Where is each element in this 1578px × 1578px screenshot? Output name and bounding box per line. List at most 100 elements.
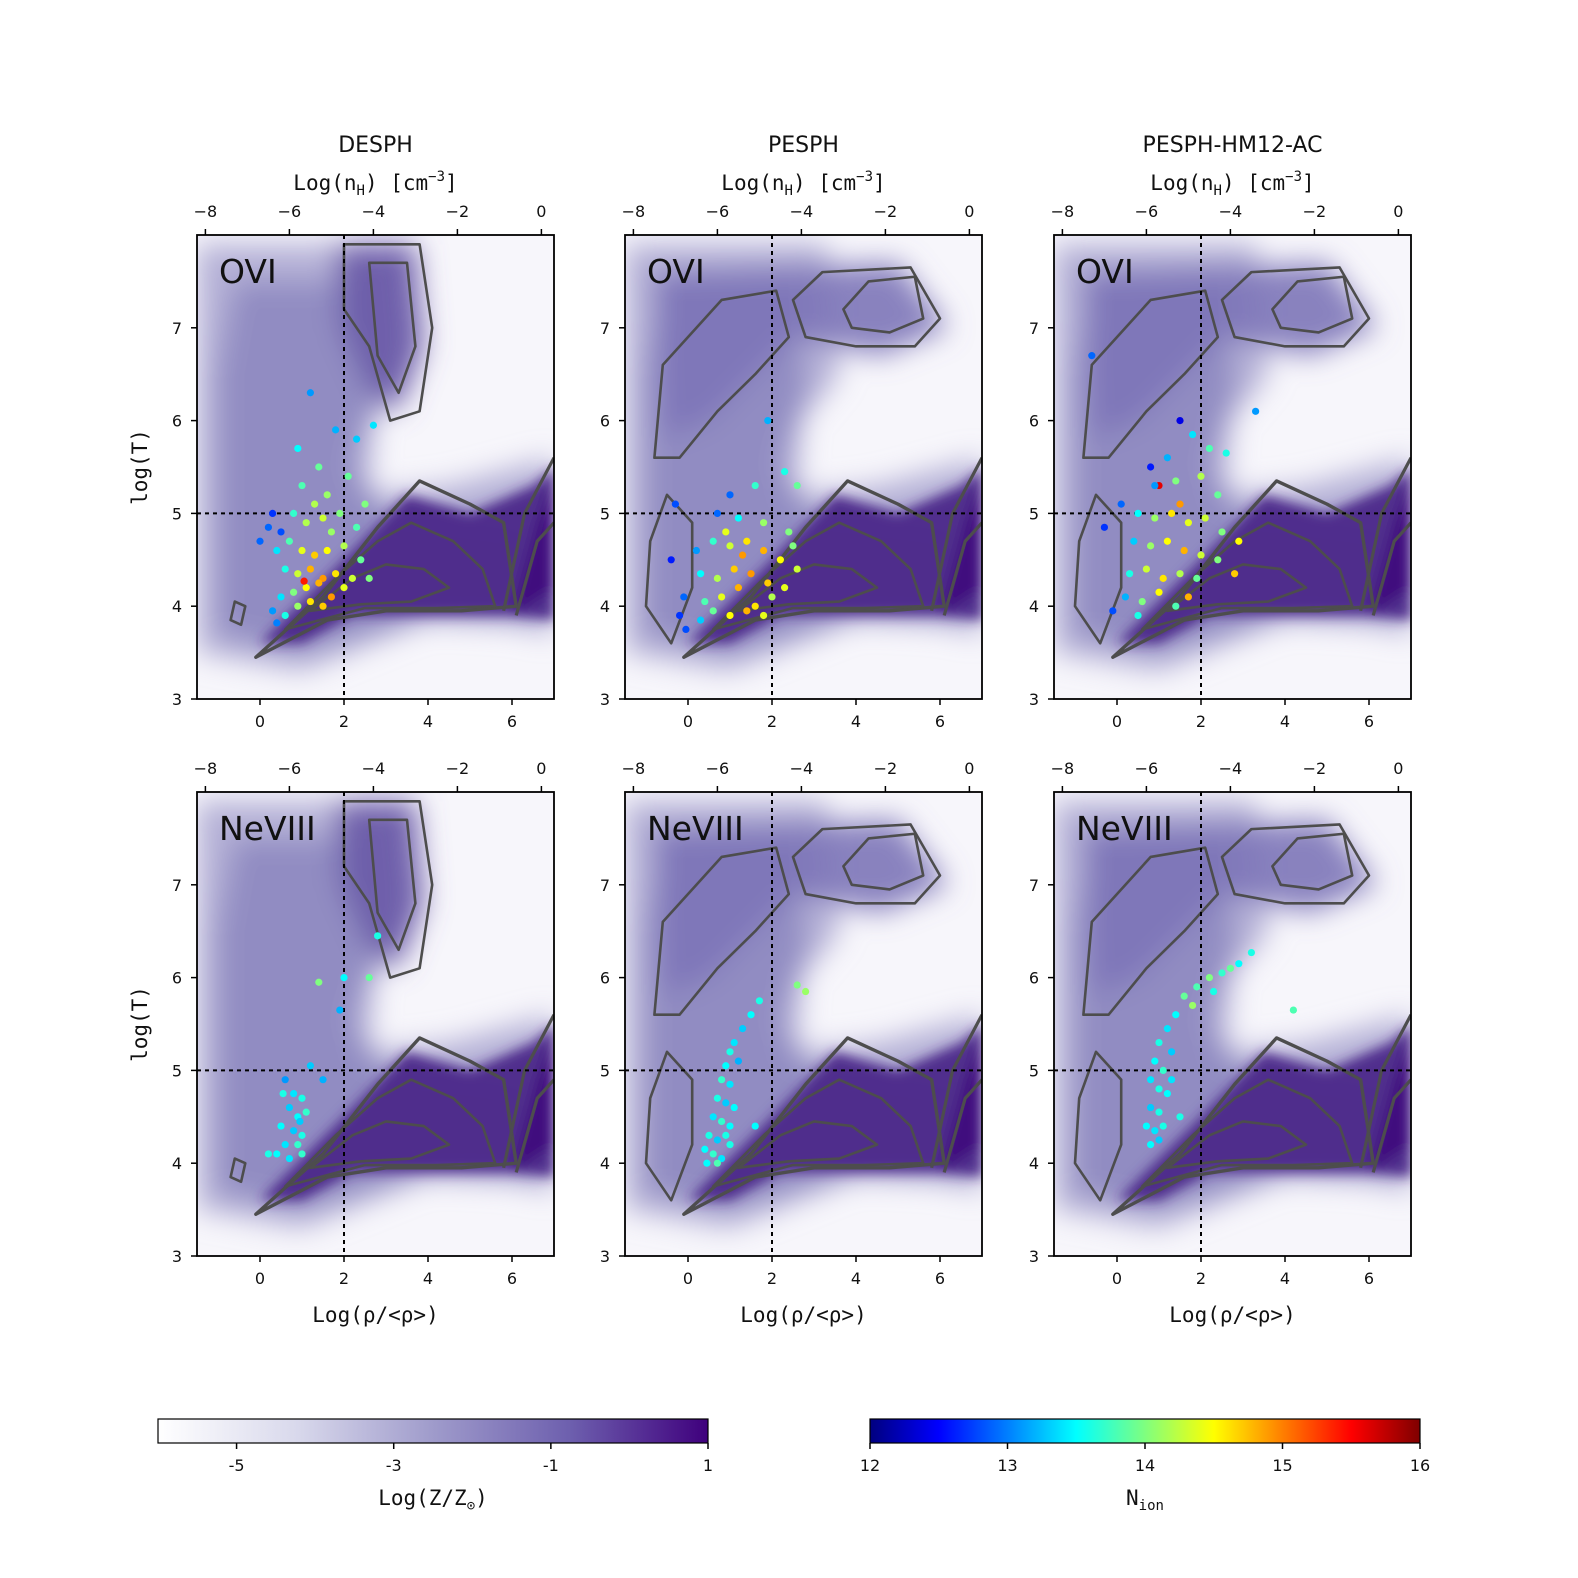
data-point (1247, 948, 1255, 957)
data-point (1151, 1127, 1159, 1135)
data-point (298, 1131, 306, 1139)
y-tick-label: 5 (1029, 504, 1039, 523)
x-tick-label: 6 (935, 712, 945, 731)
data-point (1155, 1108, 1163, 1116)
data-point (323, 546, 331, 555)
data-point (319, 1076, 327, 1084)
ion-label: OVI (647, 252, 705, 291)
top-x-tick-label: 0 (1393, 759, 1403, 778)
data-point (340, 584, 348, 592)
data-point (281, 1141, 289, 1149)
colorbar-gradient (869, 1418, 1421, 1444)
contour-cold-lobe (229, 600, 247, 627)
contour-cold-lobe (1073, 493, 1123, 645)
data-point (718, 1117, 726, 1126)
contour-cold-lobe (644, 493, 694, 645)
y-tick-label: 5 (172, 504, 182, 523)
contour-hot-inner (842, 275, 925, 334)
contour-hot-wide-right (1220, 823, 1371, 905)
x-tick-label: 4 (423, 1269, 433, 1288)
contour-hot-inner (842, 832, 925, 891)
data-point (302, 1108, 310, 1116)
metallicity-dense-region (1369, 1033, 1411, 1173)
panel-body (625, 235, 982, 699)
top-axis-label-main: Log(n (1150, 171, 1213, 195)
data-point (1226, 964, 1234, 972)
data-point (739, 1025, 747, 1033)
contour-dense-branch (930, 1013, 982, 1173)
contour-dense-branch (502, 456, 554, 616)
data-point (743, 537, 751, 545)
contour-cold-lobe (1073, 1050, 1123, 1202)
y-tick-label: 3 (172, 1247, 182, 1266)
data-point (344, 472, 352, 480)
contour-dense-branch (930, 456, 982, 616)
data-point (264, 1150, 272, 1158)
data-point (1189, 1001, 1197, 1010)
data-point (722, 1131, 730, 1139)
scatter-points (1142, 948, 1297, 1149)
top-x-tick-label: −2 (1303, 759, 1327, 778)
data-point (302, 584, 310, 592)
top-axis-label-sub: H (785, 183, 793, 199)
data-point (709, 1150, 717, 1158)
top-axis-label-rest: ) [cm (1222, 171, 1285, 195)
data-point (747, 570, 755, 578)
colorbar-tick-label: 1 (703, 1456, 713, 1475)
data-point (340, 974, 348, 982)
data-point (1235, 537, 1243, 545)
contour-hot-compact (342, 799, 434, 979)
data-point (1205, 974, 1213, 982)
data-point (273, 1150, 281, 1158)
data-point (730, 1103, 738, 1112)
y-tick-label: 4 (600, 1154, 610, 1173)
y-tick-label: 4 (172, 1154, 182, 1173)
data-point (1117, 500, 1125, 508)
colorbar-tick-label: 15 (1272, 1456, 1292, 1475)
metallicity-dense-region (940, 1033, 982, 1173)
contour-outer (254, 479, 518, 659)
data-point (256, 537, 264, 545)
data-point (311, 551, 319, 559)
data-point (1214, 491, 1222, 499)
x-tick-label: 0 (255, 712, 265, 731)
top-x-tick-label: −4 (790, 759, 814, 778)
contour-mid (711, 521, 925, 631)
contour-lines (644, 823, 982, 1216)
x-tick-label: 2 (339, 1269, 349, 1288)
top-x-tick-label: −6 (278, 202, 302, 221)
top-axis-label-rest: ) [cm (793, 171, 856, 195)
x-tick-label: 4 (423, 712, 433, 731)
contour-outer (682, 479, 946, 659)
x-tick-label: 4 (851, 712, 861, 731)
data-point (319, 602, 327, 610)
data-point (697, 616, 705, 624)
data-point (290, 588, 298, 596)
x-tick-label: 0 (1112, 712, 1122, 731)
top-axis-label-end: ] (873, 171, 886, 195)
contour-hot-wide-left (1082, 846, 1220, 1017)
y-tick-label: 7 (600, 319, 610, 338)
data-point (1214, 556, 1222, 564)
data-point (315, 978, 323, 986)
data-point (1163, 454, 1171, 462)
colorbar-tick-label: -3 (386, 1456, 402, 1475)
data-point (1147, 542, 1155, 550)
y-tick-label: 4 (600, 597, 610, 616)
data-point (1180, 546, 1188, 555)
data-point (323, 491, 331, 499)
y-tick-label: 6 (1029, 969, 1039, 988)
data-point (676, 611, 684, 620)
data-point (1151, 1057, 1159, 1065)
y-tick-label: 7 (1029, 876, 1039, 895)
y-tick-label: 3 (172, 690, 182, 709)
data-point (743, 607, 751, 615)
contour-lines (229, 799, 554, 1216)
panel-frame (624, 234, 983, 700)
data-point (785, 528, 793, 536)
top-x-tick-label: 0 (1393, 202, 1403, 221)
data-point (365, 974, 373, 982)
data-point (781, 584, 789, 592)
